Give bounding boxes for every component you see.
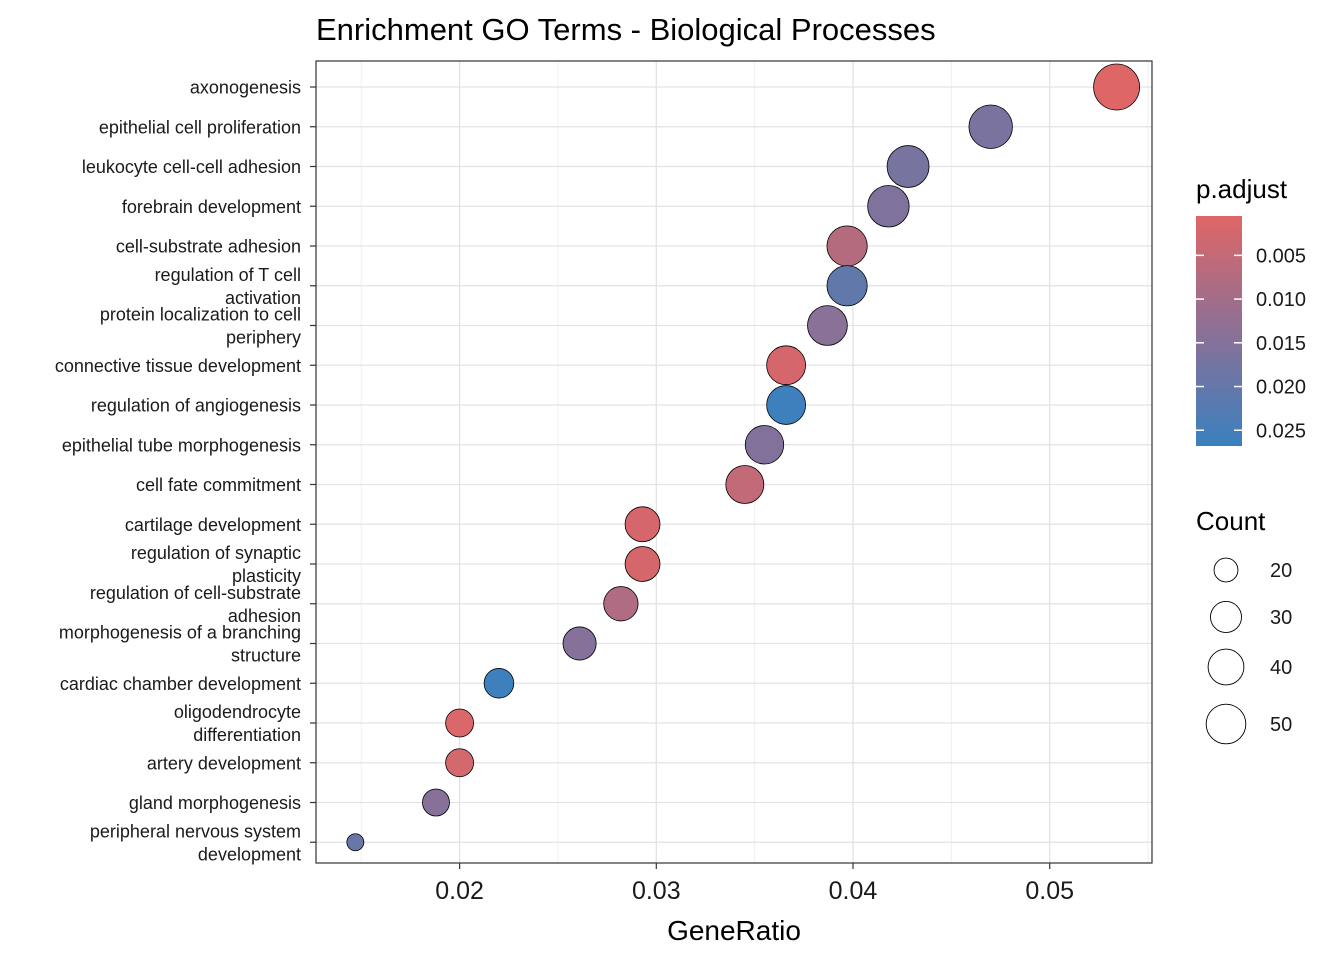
size-legend: Count 20 30 40 50 (1196, 506, 1292, 745)
color-legend: p.adjust 0.005 0.010 0.015 0.020 0.025 (1196, 174, 1306, 446)
y-tick-label: regulation of cell-substrate adhesion (90, 583, 301, 626)
data-point (725, 465, 765, 504)
y-tick-label: connective tissue development (55, 356, 301, 376)
size-legend-label: 40 (1270, 657, 1292, 679)
size-legend-title: Count (1196, 506, 1266, 536)
x-tick-label: 0.05 (1025, 877, 1074, 905)
data-point (445, 748, 474, 778)
size-legend-circle (1205, 703, 1247, 745)
y-tick-label: epithelial tube morphogenesis (62, 435, 301, 455)
y-tick-label: regulation of angiogenesis (91, 396, 301, 416)
x-tick-label: 0.03 (632, 877, 681, 905)
chart-title: Enrichment GO Terms - Biological Process… (316, 12, 936, 47)
size-legend-label: 20 (1270, 560, 1292, 582)
data-point (766, 385, 806, 425)
data-point (346, 833, 365, 852)
data-point (826, 225, 868, 267)
x-tick-label: 0.02 (435, 877, 484, 905)
x-tick-label: 0.04 (829, 877, 878, 905)
data-points (346, 63, 1140, 852)
color-legend-bar (1196, 216, 1242, 446)
data-point (867, 185, 910, 228)
y-tick-label: regulation of T cell activation (155, 265, 301, 308)
y-tick-label: morphogenesis of a branching structure (59, 623, 301, 666)
y-tick-label: oligodendrocyte differentiation (174, 702, 301, 745)
y-tick-label: cell fate commitment (136, 475, 301, 495)
major-gridlines (316, 61, 1152, 863)
data-point (886, 145, 930, 188)
color-legend-label: 0.025 (1256, 420, 1306, 442)
y-tick-label: regulation of synaptic plasticity (131, 543, 301, 586)
size-legend-circle (1210, 601, 1242, 633)
data-point (562, 626, 597, 661)
y-tick-label: forebrain development (122, 197, 301, 217)
y-tick-label: leukocyte cell-cell adhesion (82, 157, 301, 177)
data-point (624, 546, 661, 582)
size-legend-label: 50 (1270, 714, 1292, 736)
y-tick-label: artery development (147, 753, 301, 773)
data-point (766, 345, 806, 386)
color-legend-label: 0.005 (1256, 245, 1306, 267)
x-axis-title: GeneRatio (667, 915, 801, 946)
y-tick-label: cardiac chamber development (60, 674, 301, 694)
data-point (483, 668, 515, 699)
y-tick-label: epithelial cell proliferation (99, 117, 301, 137)
data-point (1093, 63, 1140, 111)
data-point (744, 425, 785, 465)
color-legend-label: 0.015 (1256, 333, 1306, 355)
y-tick-label: cell-substrate adhesion (116, 237, 301, 257)
size-legend-circle (1207, 648, 1245, 686)
data-point (445, 708, 474, 738)
y-tick-label: gland morphogenesis (129, 793, 301, 813)
data-point (807, 305, 848, 346)
data-point (826, 265, 868, 307)
data-point (968, 104, 1013, 149)
color-legend-label: 0.010 (1256, 289, 1306, 311)
size-legend-circle (1213, 557, 1239, 583)
color-legend-label: 0.020 (1256, 377, 1306, 399)
size-legend-label: 30 (1270, 607, 1292, 629)
color-legend-title: p.adjust (1196, 174, 1288, 204)
x-axis: 0.02 0.03 0.04 0.05 (435, 863, 1074, 905)
data-point (603, 586, 639, 622)
data-point (624, 506, 661, 543)
data-point (422, 788, 450, 817)
y-tick-label: axonogenesis (190, 78, 301, 98)
y-tick-label: peripheral nervous system development (90, 821, 301, 864)
y-axis: axonogenesis epithelial cell proliferatio… (55, 78, 316, 864)
minor-gridlines (360, 61, 1149, 863)
plot-panel-border (315, 60, 1153, 864)
y-tick-label: cartilage development (125, 515, 301, 535)
y-tick-label: protein localization to cell periphery (100, 305, 301, 348)
